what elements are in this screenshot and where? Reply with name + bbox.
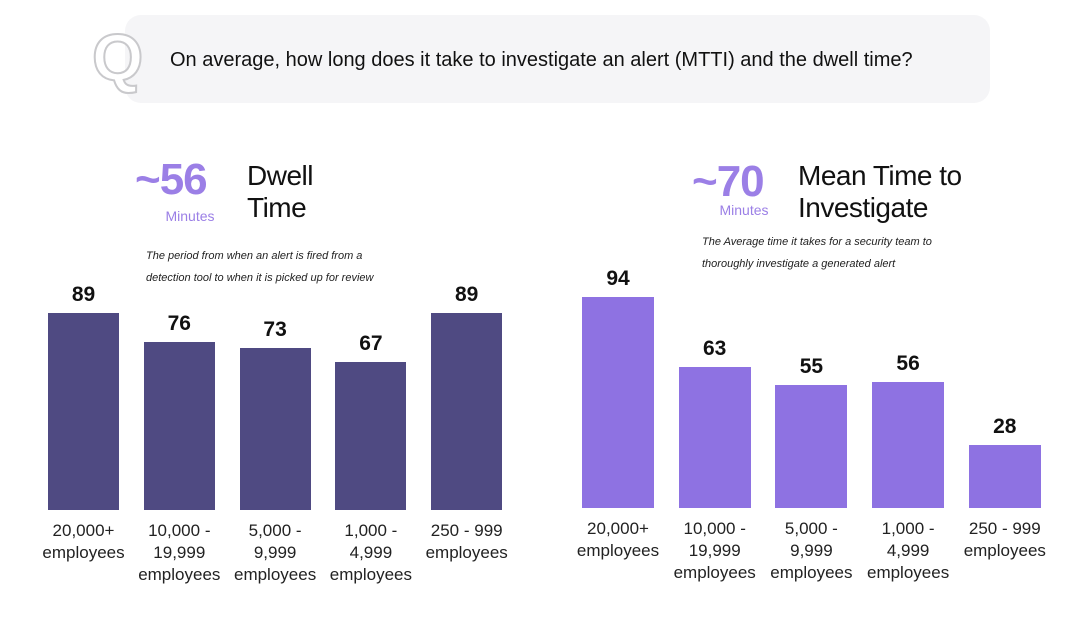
headline-unit: Minutes bbox=[165, 208, 215, 224]
chart-title: Mean Time to Investigate bbox=[798, 160, 962, 223]
value-label: 94 bbox=[606, 266, 630, 290]
bar bbox=[431, 312, 503, 510]
value-label: 56 bbox=[896, 352, 920, 376]
q-icon: Q bbox=[91, 20, 144, 94]
category-label: 250 - 999 employees bbox=[425, 521, 508, 562]
value-label: 28 bbox=[993, 415, 1017, 439]
headline: ~70 bbox=[692, 157, 765, 206]
bar bbox=[143, 341, 215, 510]
category-label: 1,000 - 4,999 employees bbox=[329, 521, 412, 584]
chart-subtitle: The period from when an alert is fired f… bbox=[146, 250, 374, 284]
category-label: 1,000 - 4,999 employees bbox=[866, 519, 950, 582]
bar bbox=[335, 361, 407, 510]
bar bbox=[582, 296, 654, 508]
value-label: 89 bbox=[71, 282, 96, 306]
chart-subtitle: The Average time it takes for a security… bbox=[702, 236, 932, 270]
category-label: 10,000 - 19,999 employees bbox=[138, 521, 221, 584]
bar bbox=[775, 384, 848, 508]
category-label: 10,000 - 19,999 employees bbox=[673, 519, 756, 582]
bar bbox=[48, 312, 119, 510]
bar bbox=[872, 382, 945, 508]
value-label: 67 bbox=[359, 331, 383, 355]
value-label: 55 bbox=[799, 354, 824, 378]
question-box bbox=[125, 15, 990, 103]
category-label: 5,000 - 9,999 employees bbox=[233, 521, 317, 584]
question: On average, how long does it take to inv… bbox=[170, 49, 913, 71]
category-label: 5,000 - 9,999 employees bbox=[770, 519, 853, 582]
headline-unit: Minutes bbox=[719, 202, 769, 218]
bar bbox=[968, 445, 1041, 508]
value-label: 76 bbox=[167, 311, 191, 335]
headline: ~56 bbox=[135, 155, 208, 204]
category-label: 20,000+ employees bbox=[42, 521, 125, 562]
bar bbox=[678, 366, 751, 508]
bar bbox=[239, 348, 311, 510]
category-label: 250 - 999 employees bbox=[963, 519, 1046, 560]
value-label: 89 bbox=[455, 282, 479, 306]
chart-title: Dwell Time bbox=[247, 160, 313, 223]
value-label: 73 bbox=[263, 318, 287, 342]
value-label: 63 bbox=[703, 336, 727, 360]
category-label: 20,000+ employees bbox=[576, 519, 660, 560]
